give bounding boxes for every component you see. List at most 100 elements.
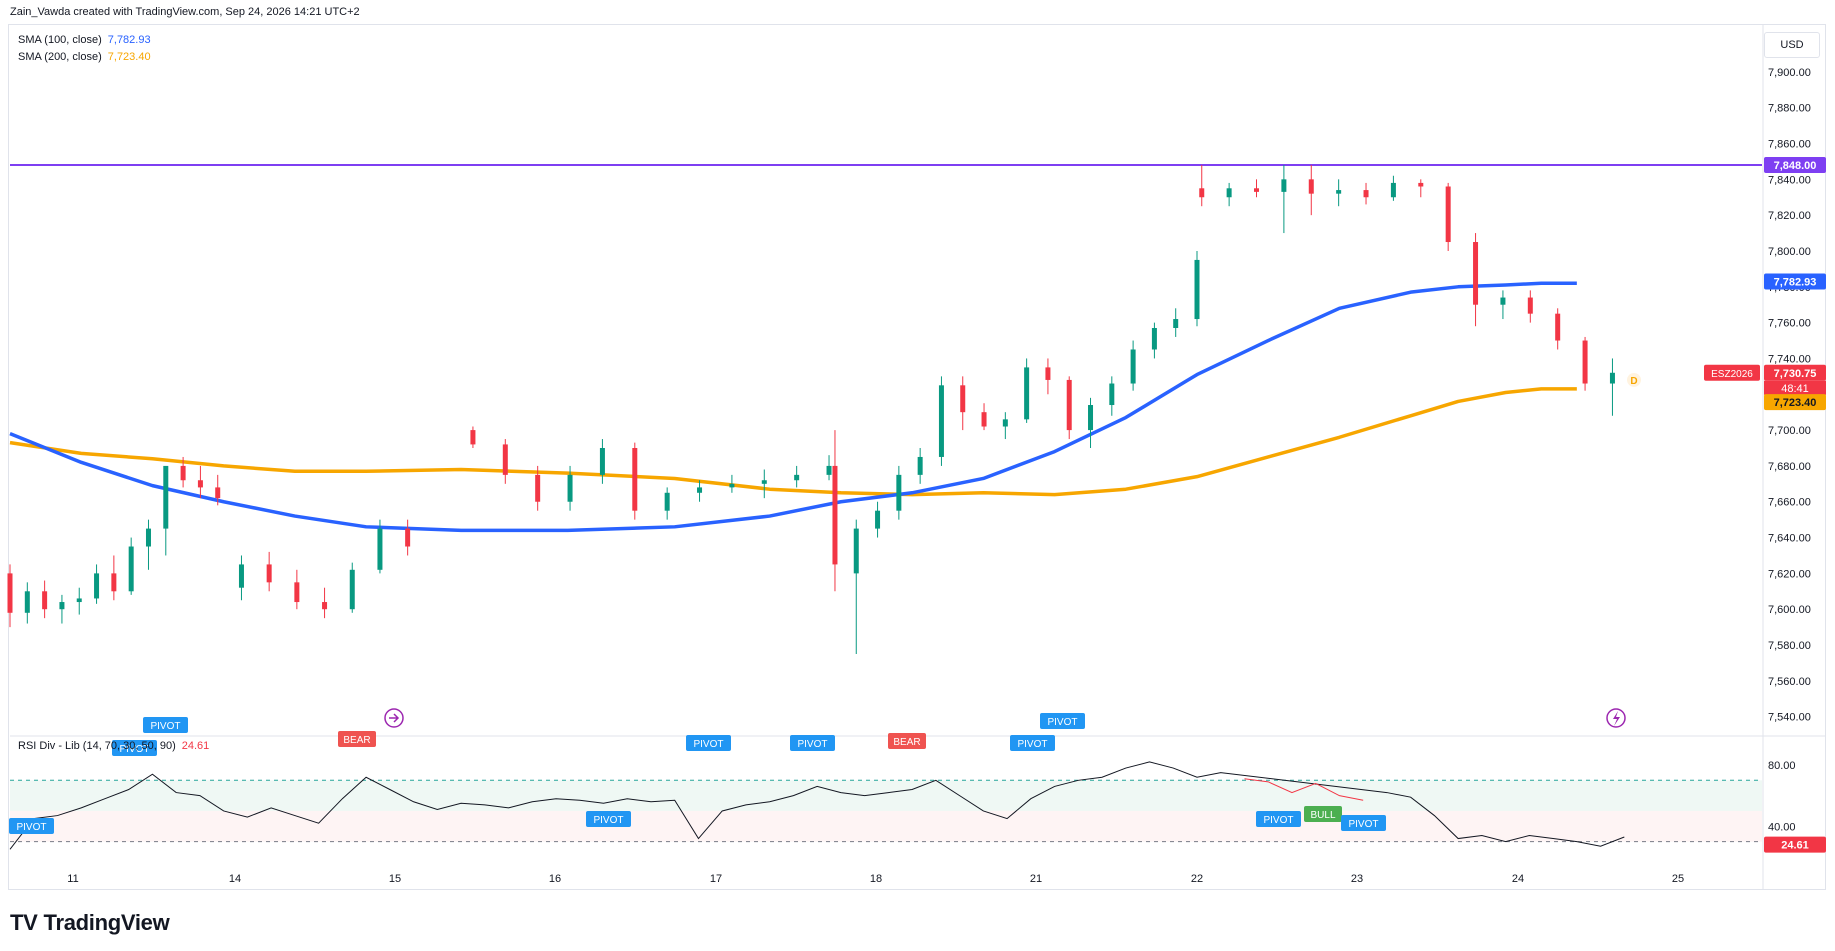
candle-body[interactable] bbox=[1130, 349, 1136, 384]
last-price-tag[interactable] bbox=[1764, 364, 1826, 381]
candle-body[interactable] bbox=[938, 385, 944, 457]
candle-body[interactable] bbox=[1609, 372, 1615, 384]
candle-body[interactable] bbox=[632, 448, 638, 511]
candle-body[interactable] bbox=[1390, 182, 1396, 198]
legend-rsi[interactable]: RSI Div - Lib (14, 70, 30, 50, 90) 24.61 bbox=[18, 740, 209, 752]
signal-label: PIVOT bbox=[150, 721, 180, 732]
candle-body[interactable] bbox=[599, 448, 605, 475]
currency-button[interactable]: USD bbox=[1764, 32, 1820, 58]
signal-badge[interactable] bbox=[338, 731, 376, 747]
candle-body[interactable] bbox=[1199, 188, 1205, 198]
signal-badge[interactable] bbox=[112, 740, 157, 756]
candle-body[interactable] bbox=[94, 573, 100, 599]
candle-body[interactable] bbox=[502, 444, 508, 475]
candle-body[interactable] bbox=[1024, 367, 1030, 420]
candle-body[interactable] bbox=[1281, 179, 1287, 192]
candle-body[interactable] bbox=[1363, 190, 1369, 198]
candle-body[interactable] bbox=[960, 385, 966, 413]
candle-body[interactable] bbox=[24, 591, 30, 613]
rsi-divergence-line[interactable] bbox=[1244, 778, 1364, 801]
sma100-price-tag[interactable] bbox=[1764, 273, 1826, 290]
candle-body[interactable] bbox=[1308, 179, 1314, 194]
sma200-price-tag[interactable] bbox=[1764, 394, 1826, 411]
candle-body[interactable] bbox=[128, 546, 134, 592]
candle-body[interactable] bbox=[1527, 297, 1533, 314]
signal-badge[interactable] bbox=[586, 811, 631, 827]
candle-body[interactable] bbox=[470, 430, 476, 445]
candle-body[interactable] bbox=[896, 474, 902, 511]
signal-label: PIVOT bbox=[693, 739, 723, 750]
candle-body[interactable] bbox=[853, 528, 859, 574]
signal-badge[interactable] bbox=[686, 735, 731, 751]
candle-body[interactable] bbox=[981, 412, 987, 427]
candle-body[interactable] bbox=[405, 528, 411, 547]
candle-body[interactable] bbox=[567, 474, 573, 502]
candle-body[interactable] bbox=[1226, 188, 1232, 198]
candle-body[interactable] bbox=[1173, 319, 1179, 328]
signal-badge[interactable] bbox=[1010, 735, 1055, 751]
signal-badge[interactable] bbox=[9, 818, 54, 834]
dividend-marker[interactable] bbox=[1627, 372, 1641, 387]
signal-badge[interactable] bbox=[1304, 806, 1342, 822]
sma100-line[interactable] bbox=[9, 281, 1577, 533]
candle-body[interactable] bbox=[664, 492, 670, 511]
candle-body[interactable] bbox=[294, 582, 300, 603]
candle-body[interactable] bbox=[1418, 182, 1424, 187]
candle-body[interactable] bbox=[7, 573, 13, 613]
candle-body[interactable] bbox=[215, 487, 221, 499]
candle-body[interactable] bbox=[794, 474, 800, 481]
candle-body[interactable] bbox=[1088, 405, 1094, 431]
candle-body[interactable] bbox=[1582, 340, 1588, 384]
rsi-line[interactable] bbox=[9, 761, 1625, 850]
candle-body[interactable] bbox=[59, 602, 65, 610]
rsi-value-tag[interactable] bbox=[1764, 836, 1826, 853]
candle-body[interactable] bbox=[42, 591, 48, 610]
candle-body[interactable] bbox=[826, 465, 832, 475]
candle-body[interactable] bbox=[1002, 419, 1008, 427]
candle-body[interactable] bbox=[349, 569, 355, 610]
candle-body[interactable] bbox=[322, 602, 328, 610]
signal-badge[interactable] bbox=[1341, 815, 1386, 831]
candle-body[interactable] bbox=[163, 465, 169, 529]
sma200-line[interactable] bbox=[9, 387, 1577, 497]
signal-badge[interactable] bbox=[143, 717, 188, 733]
candle-body[interactable] bbox=[145, 528, 151, 547]
candle-body[interactable] bbox=[76, 598, 82, 603]
candle-body[interactable] bbox=[1555, 313, 1561, 341]
candle-body[interactable] bbox=[535, 474, 541, 502]
candle-body[interactable] bbox=[1109, 383, 1115, 406]
candle-body[interactable] bbox=[266, 564, 272, 583]
candle-body[interactable] bbox=[917, 456, 923, 475]
candle-body[interactable] bbox=[761, 480, 767, 484]
candle-body[interactable] bbox=[832, 465, 838, 565]
candle-body[interactable] bbox=[377, 528, 383, 570]
candle-body[interactable] bbox=[1500, 297, 1506, 305]
candle-body[interactable] bbox=[697, 487, 703, 493]
candle-body[interactable] bbox=[1151, 327, 1157, 350]
symbol-tag[interactable] bbox=[1704, 364, 1760, 381]
candle-body[interactable] bbox=[1066, 379, 1072, 431]
candle-body[interactable] bbox=[875, 510, 881, 529]
candle-body[interactable] bbox=[729, 483, 735, 488]
candle-body[interactable] bbox=[197, 480, 203, 488]
candle-body[interactable] bbox=[1254, 188, 1260, 192]
candle-body[interactable] bbox=[180, 465, 186, 481]
candle-body[interactable] bbox=[1194, 259, 1200, 320]
signal-badge[interactable] bbox=[1256, 811, 1301, 827]
y-axis-tick-label: 7,760.00 bbox=[1768, 318, 1811, 330]
signal-badge[interactable] bbox=[1040, 713, 1085, 729]
candle-body[interactable] bbox=[111, 573, 117, 592]
signal-badge[interactable] bbox=[790, 735, 835, 751]
resistance-price-tag[interactable] bbox=[1764, 157, 1826, 174]
legend-sma100-value: 7,782.93 bbox=[107, 34, 151, 46]
tradingview-logo[interactable]: TV TradingView bbox=[10, 910, 170, 936]
candle-body[interactable] bbox=[1336, 190, 1342, 194]
candle-body[interactable] bbox=[1473, 242, 1479, 305]
candle-body[interactable] bbox=[1445, 186, 1451, 243]
legend-sma100[interactable]: SMA (100, close) 7,782.93 bbox=[18, 34, 151, 46]
candle-body[interactable] bbox=[1045, 367, 1051, 380]
candle-body[interactable] bbox=[238, 564, 244, 588]
legend-sma200[interactable]: SMA (200, close) 7,723.40 bbox=[18, 51, 151, 63]
signal-badge[interactable] bbox=[888, 733, 926, 749]
